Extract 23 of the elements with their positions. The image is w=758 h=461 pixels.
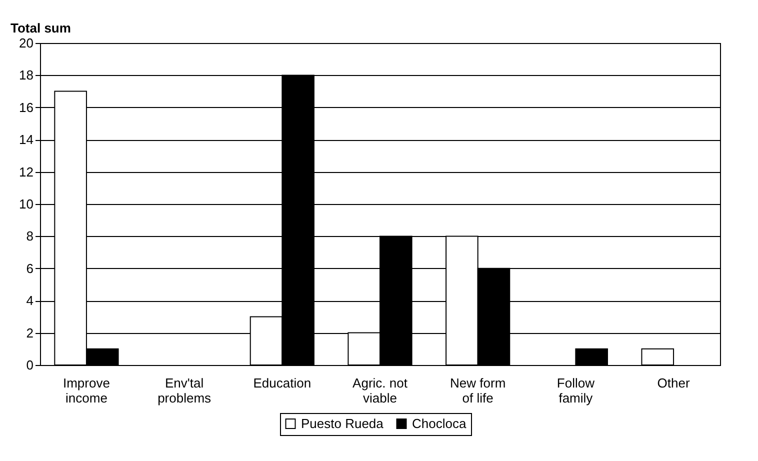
y-tick-label: 4 [26, 293, 34, 308]
x-tick-label: Follow family [556, 376, 596, 406]
y-tick-label: 2 [26, 325, 34, 340]
x-tick-label: Agric. not viable [352, 376, 408, 406]
y-tick-label: 8 [26, 228, 34, 244]
y-tick-label: 10 [19, 196, 34, 212]
y-axis-title: Total sum [10, 20, 71, 36]
legend-label: Chocloca [412, 416, 467, 431]
bar [641, 348, 674, 366]
x-tick-label: Education [253, 376, 312, 390]
y-tick-label: 6 [26, 260, 34, 276]
x-tick-label: Other [657, 376, 690, 390]
bar [575, 348, 608, 366]
y-tick-label: 18 [19, 68, 34, 83]
y-tick-label: 16 [19, 100, 34, 115]
x-tick-label: New form of life [450, 376, 506, 406]
x-tick-label: Improve income [62, 376, 110, 406]
y-tick-label: 20 [19, 36, 34, 50]
y-tick-label: 12 [19, 164, 34, 180]
x-tick-label: Env'tal problems [158, 376, 212, 406]
legend-label: Puesto Rueda [301, 416, 384, 431]
y-tick-label: 0 [26, 358, 34, 372]
y-tick-label: 14 [19, 132, 34, 148]
